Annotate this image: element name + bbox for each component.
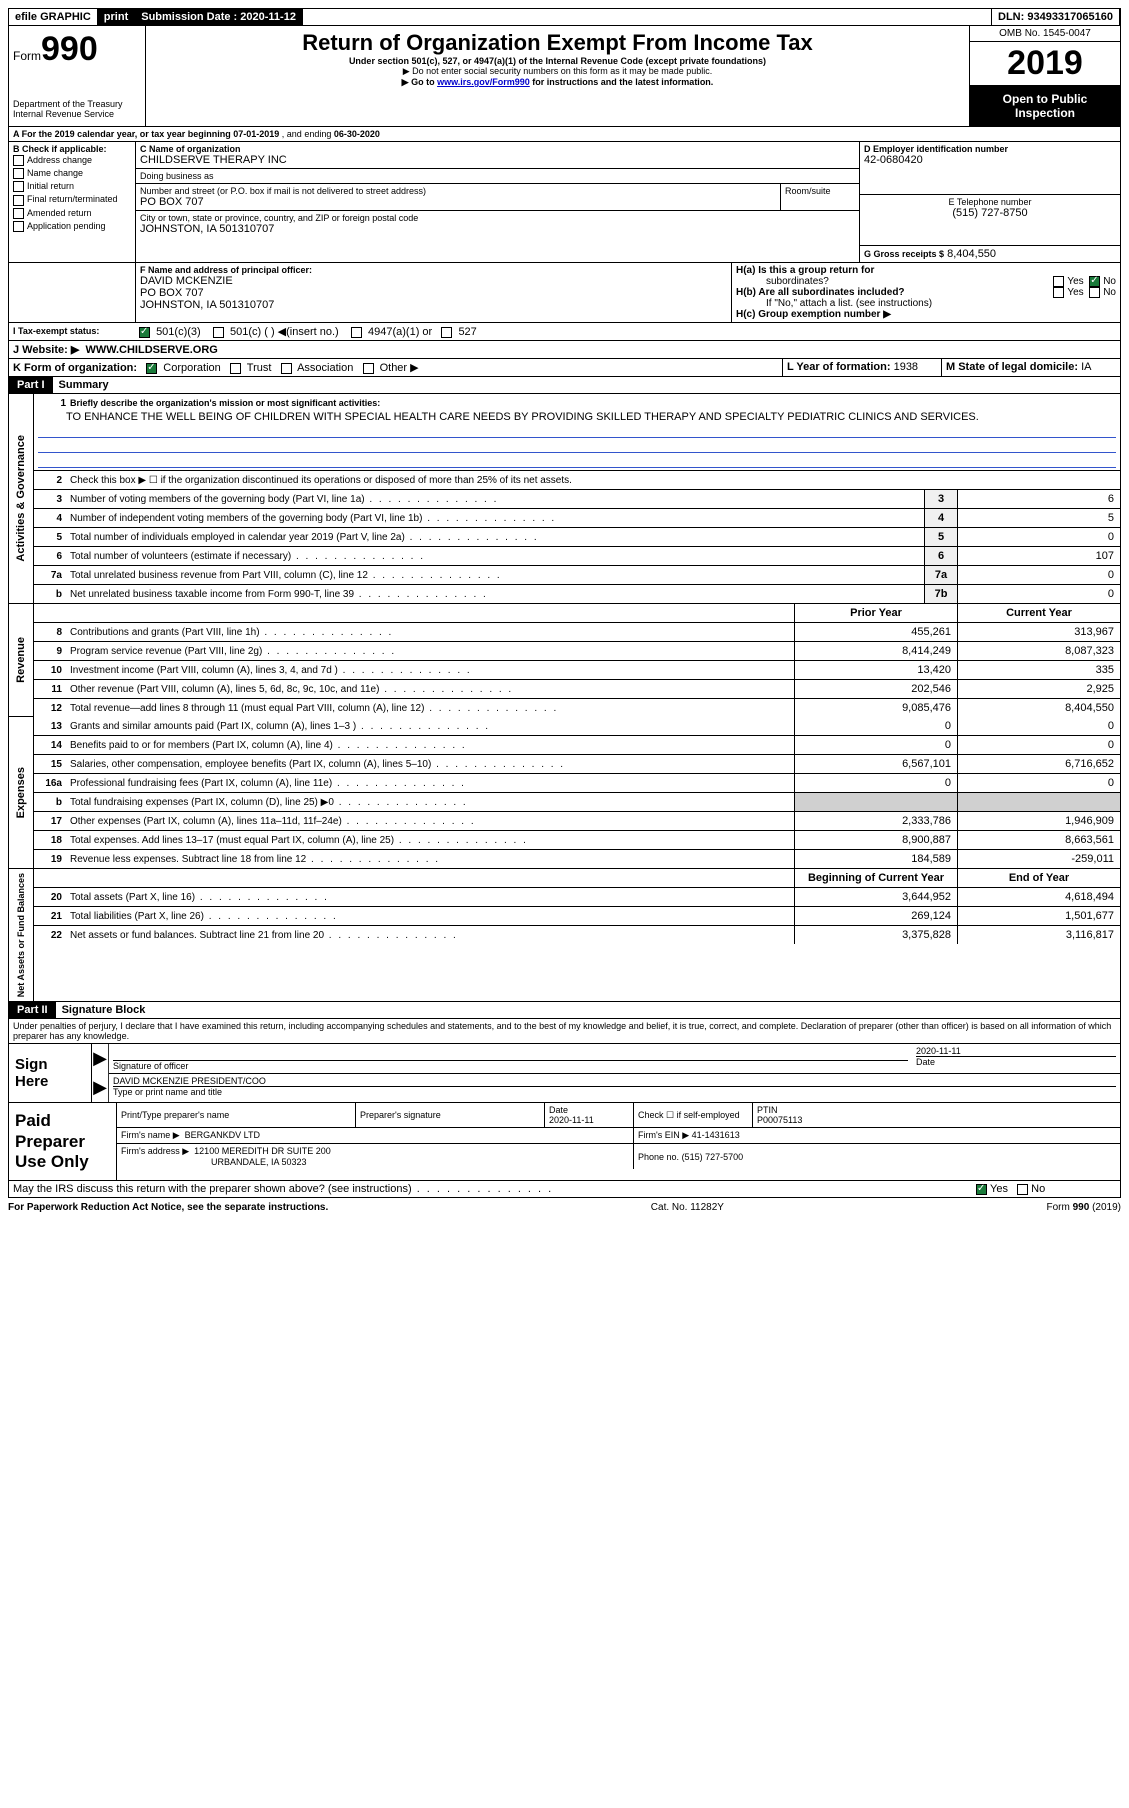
box-b: B Check if applicable: Address change Na… (9, 142, 136, 262)
discuss-no[interactable] (1017, 1184, 1028, 1195)
line-13: 13Grants and similar amounts paid (Part … (34, 717, 1120, 736)
chk-address[interactable]: Address change (13, 154, 131, 167)
gov-line-b: bNet unrelated business taxable income f… (34, 585, 1120, 603)
hb-yes[interactable] (1053, 287, 1064, 298)
gov-line-4: 4Number of independent voting members of… (34, 509, 1120, 528)
preparer-block: Paid Preparer Use Only Print/Type prepar… (8, 1103, 1121, 1181)
box-c: C Name of organizationCHILDSERVE THERAPY… (136, 142, 860, 262)
dln: DLN: 93493317065160 (991, 9, 1120, 25)
part1-header: Part ISummary (8, 377, 1121, 394)
line-17: 17Other expenses (Part IX, column (A), l… (34, 812, 1120, 831)
form-word: Form (13, 49, 41, 63)
discuss-yes[interactable] (976, 1184, 987, 1195)
sign-date: 2020-11-11 (916, 1046, 1116, 1056)
tax-exempt-label: I Tax-exempt status: (13, 326, 99, 336)
line-20: 20Total assets (Part X, line 16)3,644,95… (34, 888, 1120, 907)
box-k: K Form of organization: Corporation Trus… (9, 359, 783, 376)
line-9: 9Program service revenue (Part VIII, lin… (34, 642, 1120, 661)
dept-treasury: Department of the Treasury (13, 99, 141, 109)
period-line: A For the 2019 calendar year, or tax yea… (9, 127, 384, 141)
box-m: M State of legal domicile: IA (942, 359, 1120, 376)
print-button[interactable]: print (98, 9, 135, 25)
ssn-note: Do not enter social security numbers on … (150, 66, 965, 77)
box-i: 501(c)(3) 501(c) ( ) ◀(insert no.) 4947(… (135, 323, 1120, 340)
line-21: 21Total liabilities (Part X, line 26)269… (34, 907, 1120, 926)
hb-no[interactable] (1089, 287, 1100, 298)
line-2: Check this box ▶ ☐ if the organization d… (66, 473, 1120, 488)
line-14: 14Benefits paid to or for members (Part … (34, 736, 1120, 755)
top-bar: efile GRAPHIC print Submission Date : 20… (8, 8, 1121, 26)
box-right: D Employer identification number42-06804… (860, 142, 1120, 262)
line-b: bTotal fundraising expenses (Part IX, co… (34, 793, 1120, 812)
phone: (515) 727-8750 (864, 207, 1116, 219)
chk-initial[interactable]: Initial return (13, 180, 131, 193)
gov-line-3: 3Number of voting members of the governi… (34, 490, 1120, 509)
form-header: Form990 Department of the Treasury Inter… (8, 26, 1121, 127)
irs-label: Internal Revenue Service (13, 109, 141, 119)
line-10: 10Investment income (Part VIII, column (… (34, 661, 1120, 680)
form-number: 990 (41, 30, 98, 68)
open-public: Open to Public Inspection (970, 86, 1120, 126)
gov-line-5: 5Total number of individuals employed in… (34, 528, 1120, 547)
vlabel-revenue: Revenue (13, 633, 29, 687)
mission-label: Briefly describe the organization's miss… (70, 398, 380, 408)
box-f: F Name and address of principal officer:… (136, 263, 732, 322)
ein: 42-0680420 (864, 154, 1116, 166)
gross-receipts: 8,404,550 (947, 248, 996, 260)
line-19: 19Revenue less expenses. Subtract line 1… (34, 850, 1120, 868)
chk-amended[interactable]: Amended return (13, 207, 131, 220)
col-prior: Prior Year (794, 604, 957, 622)
sign-block: Sign Here ▶▶ Signature of officer 2020-1… (8, 1044, 1121, 1103)
line-8: 8Contributions and grants (Part VIII, li… (34, 623, 1120, 642)
declaration: Under penalties of perjury, I declare th… (9, 1019, 1120, 1043)
org-name: CHILDSERVE THERAPY INC (140, 154, 855, 166)
vlabel-governance: Activities & Governance (13, 431, 29, 566)
firm-name: BERGANKDV LTD (185, 1130, 260, 1140)
gov-line-7a: 7aTotal unrelated business revenue from … (34, 566, 1120, 585)
mission-text: TO ENHANCE THE WELL BEING OF CHILDREN WI… (38, 411, 1116, 423)
col-curr: Current Year (957, 604, 1120, 622)
col-end: End of Year (957, 869, 1120, 887)
omb-number: OMB No. 1545-0047 (970, 26, 1120, 42)
form-subtitle: Under section 501(c), 527, or 4947(a)(1)… (150, 56, 965, 66)
line-15: 15Salaries, other compensation, employee… (34, 755, 1120, 774)
form-title: Return of Organization Exempt From Incom… (150, 30, 965, 56)
line-18: 18Total expenses. Add lines 13–17 (must … (34, 831, 1120, 850)
chk-name[interactable]: Name change (13, 167, 131, 180)
website: J Website: ▶ WWW.CHILDSERVE.ORG (9, 341, 222, 358)
vlabel-expenses: Expenses (13, 763, 29, 822)
col-begin: Beginning of Current Year (794, 869, 957, 887)
ptin: P00075113 (757, 1115, 802, 1125)
line-11: 11Other revenue (Part VIII, column (A), … (34, 680, 1120, 699)
officer-name: DAVID MCKENZIE PRESIDENT/COO (113, 1076, 1116, 1086)
chk-501c3[interactable] (139, 327, 150, 338)
tax-year: 2019 (970, 42, 1120, 86)
submission-date: Submission Date : 2020-11-12 (135, 9, 303, 25)
page-footer: For Paperwork Reduction Act Notice, see … (8, 1198, 1121, 1217)
discuss-line: May the IRS discuss this return with the… (9, 1181, 972, 1197)
ha-no[interactable] (1089, 276, 1100, 287)
chk-final[interactable]: Final return/terminated (13, 193, 131, 206)
ha-yes[interactable] (1053, 276, 1064, 287)
line-12: 12Total revenue—add lines 8 through 11 (… (34, 699, 1120, 717)
vlabel-net: Net Assets or Fund Balances (14, 869, 28, 1001)
form990-link[interactable]: www.irs.gov/Form990 (437, 77, 530, 87)
efile-label: efile GRAPHIC (9, 9, 98, 25)
box-h: H(a) Is this a group return for subordin… (732, 263, 1120, 322)
box-l: L Year of formation: 1938 (783, 359, 942, 376)
org-city: JOHNSTON, IA 501310707 (140, 223, 855, 235)
gov-line-6: 6Total number of volunteers (estimate if… (34, 547, 1120, 566)
line-22: 22Net assets or fund balances. Subtract … (34, 926, 1120, 944)
line-16a: 16aProfessional fundraising fees (Part I… (34, 774, 1120, 793)
chk-pending[interactable]: Application pending (13, 220, 131, 233)
part2-header: Part IISignature Block (8, 1002, 1121, 1019)
org-address: PO BOX 707 (140, 196, 776, 208)
